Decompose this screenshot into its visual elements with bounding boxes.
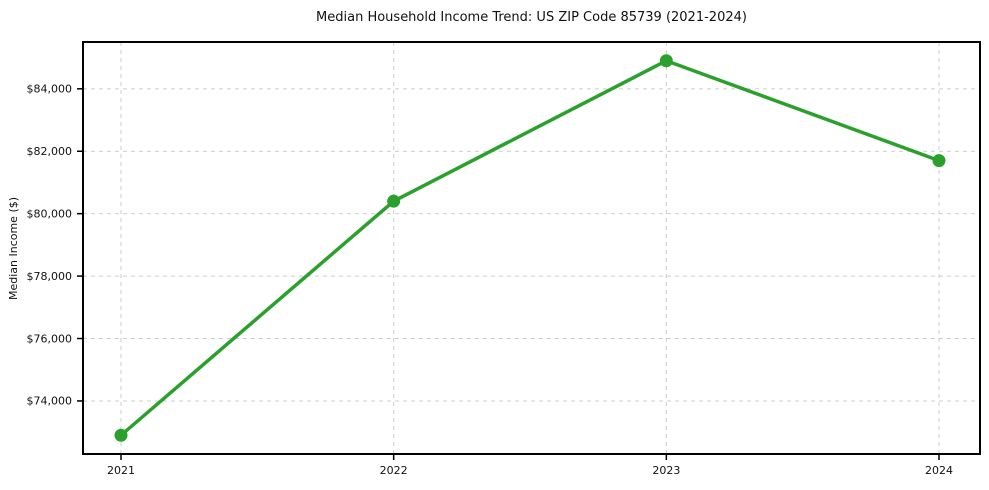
x-tick-label: 2024	[925, 464, 953, 477]
y-tick-label: $84,000	[27, 83, 73, 96]
data-point-2024	[932, 154, 946, 168]
trend-line	[119, 58, 941, 438]
y-tick-label: $74,000	[27, 395, 73, 408]
y-tick-label: $76,000	[27, 332, 73, 345]
data-point-2021	[114, 428, 128, 442]
x-tick-label: 2023	[652, 464, 680, 477]
x-tick-label: 2022	[380, 464, 408, 477]
y-tick-label: $78,000	[27, 270, 73, 283]
data-point-2023	[659, 54, 673, 68]
x-tick-label: 2021	[107, 464, 135, 477]
data-point-2022	[387, 194, 401, 208]
chart-title: Median Household Income Trend: US ZIP Co…	[316, 10, 747, 25]
y-tick-label: $82,000	[27, 145, 73, 158]
plot-border	[82, 41, 981, 455]
y-tick-label: $80,000	[27, 207, 73, 220]
